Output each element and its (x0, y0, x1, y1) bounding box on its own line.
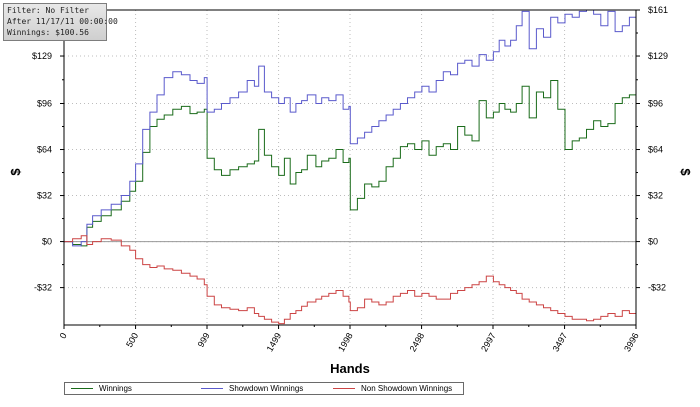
chart-legend: Winnings Showdown Winnings Non Showdown … (64, 382, 464, 395)
x-tick-label-0: 0 (58, 331, 69, 340)
legend-label-winnings: Winnings (99, 384, 132, 393)
filter-info-box: Filter: No Filter After 11/17/11 00:00:0… (3, 3, 118, 41)
winnings-total-text: Winnings: $100.56 (7, 28, 89, 37)
series-line-non-showdown-winnings (64, 235, 637, 325)
left-tick-label-4: $96 (37, 98, 52, 108)
legend-label-non-showdown: Non Showdown Winnings (361, 384, 453, 393)
series-lines (64, 9, 637, 325)
legend-item-showdown: Showdown Winnings (201, 383, 303, 394)
y-axis-label-left: $ (8, 168, 23, 176)
right-tick-label-5: $129 (648, 51, 668, 61)
legend-swatch-winnings (71, 388, 93, 389)
right-tick-label-3: $64 (648, 145, 663, 155)
filter-text: Filter: No Filter (7, 6, 89, 15)
left-tick-label-2: $32 (37, 191, 52, 201)
right-tick-label-1: $0 (648, 237, 658, 247)
legend-item-winnings: Winnings (71, 383, 132, 394)
right-tick-label-0: -$32 (648, 283, 666, 293)
legend-swatch-non-showdown (333, 388, 355, 389)
right-tick-label-4: $96 (648, 98, 663, 108)
legend-item-non-showdown: Non Showdown Winnings (333, 383, 452, 394)
y-axis-label-right: $ (678, 168, 693, 176)
legend-swatch-showdown (201, 388, 223, 389)
legend-label-showdown: Showdown Winnings (229, 384, 304, 393)
x-axis-label: Hands (330, 361, 370, 376)
series-line-showdown-winnings (64, 9, 637, 247)
right-tick-label-6: $161 (648, 5, 668, 15)
left-tick-label-3: $64 (37, 145, 52, 155)
right-y-tick-labels: -$32 $0 $32 $64 $96 $129 $161 (636, 5, 668, 293)
date-filter-text: After 11/17/11 00:00:00 (7, 17, 118, 26)
left-tick-label-1: $0 (42, 237, 52, 247)
left-tick-label-5: $129 (32, 51, 52, 61)
left-tick-label-0: -$32 (34, 283, 52, 293)
right-tick-label-2: $32 (648, 191, 663, 201)
series-line-winnings (64, 80, 637, 247)
